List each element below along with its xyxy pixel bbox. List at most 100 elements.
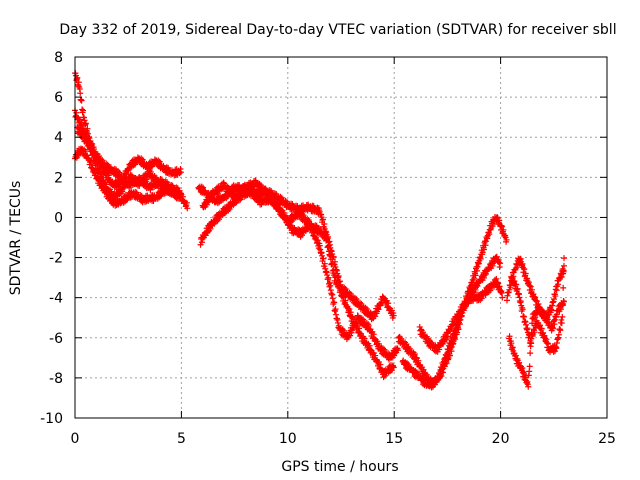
series-track-m (508, 255, 568, 356)
series-track-d (74, 124, 184, 198)
x-tick-label: 0 (71, 431, 80, 447)
data-point (331, 299, 338, 306)
data-point (173, 195, 180, 202)
data-point (337, 285, 344, 292)
data-point (184, 205, 191, 212)
x-tick-label: 15 (385, 431, 403, 447)
data-point (545, 340, 552, 347)
y-tick-label: -10 (40, 411, 63, 427)
plot-frame (74, 56, 608, 419)
data-point (394, 347, 401, 354)
data-point (232, 200, 239, 207)
data-point (173, 184, 180, 191)
data-point (209, 194, 216, 201)
data-point (521, 370, 528, 377)
data-point (252, 190, 259, 197)
y-tick-label: 8 (54, 50, 63, 66)
data-point (560, 262, 567, 269)
data-point (550, 325, 557, 332)
series-track-l (506, 298, 567, 390)
data-point (177, 190, 184, 197)
data-point (534, 298, 541, 305)
data-point (77, 116, 84, 123)
data-point (558, 273, 565, 280)
data-point (92, 170, 99, 177)
data-point (495, 280, 502, 287)
data-point (358, 315, 365, 322)
data-point (513, 281, 520, 288)
data-point (521, 313, 528, 320)
data-point (522, 270, 529, 277)
data-point (506, 333, 513, 340)
x-axis-label: GPS time / hours (281, 459, 398, 475)
data-point (514, 285, 521, 292)
data-point (552, 293, 559, 300)
data-point (319, 216, 326, 223)
data-point (472, 272, 479, 279)
y-tick-label: -4 (49, 291, 63, 307)
data-point (330, 266, 337, 273)
data-point (503, 236, 510, 243)
x-tick-label: 20 (492, 431, 510, 447)
series-track-e (195, 181, 397, 323)
data-point (132, 188, 139, 195)
data-point (514, 263, 521, 270)
axis-ticks: 0 5 10 15 20 25 -10 -8 -6 -4 -2 0 2 4 6 8 (40, 50, 616, 447)
data-point (346, 305, 353, 312)
data-point (256, 180, 263, 187)
chart-title: Day 332 of 2019, Sidereal Day-to-day VTE… (59, 22, 616, 38)
data-point (157, 175, 164, 182)
data-point (379, 300, 386, 307)
data-point (325, 274, 332, 281)
data-point (78, 119, 85, 126)
data-point (329, 260, 336, 267)
data-point (87, 157, 94, 164)
data-point (438, 365, 445, 372)
data-point (555, 331, 562, 338)
data-point (98, 171, 105, 178)
data-point (332, 306, 339, 313)
data-point (380, 345, 387, 352)
data-point (559, 302, 566, 309)
data-point (177, 169, 184, 176)
data-point (319, 252, 326, 259)
y-tick-label: 4 (54, 130, 63, 146)
data-point (553, 345, 560, 352)
data-point (526, 363, 533, 370)
data-point (332, 274, 339, 281)
data-point (351, 294, 358, 301)
series-track-h (395, 214, 510, 390)
data-point (498, 223, 505, 230)
data-point (390, 312, 397, 319)
data-point (320, 255, 327, 262)
x-tick-label: 25 (598, 431, 616, 447)
data-point (341, 294, 348, 301)
data-point (136, 174, 143, 181)
series-track-g (199, 177, 401, 363)
y-tick-label: 0 (54, 210, 63, 226)
data-point (314, 237, 321, 244)
data-point (327, 256, 334, 263)
data-point (531, 329, 538, 336)
data-point (521, 266, 528, 273)
data-point (499, 294, 506, 301)
data-point (519, 306, 526, 313)
data-points (72, 70, 568, 391)
data-point (497, 260, 504, 267)
data-point (325, 243, 332, 250)
data-point (538, 307, 545, 314)
data-point (525, 383, 532, 390)
y-tick-label: -8 (49, 371, 63, 387)
y-axis-label: SDTVAR / TECUs (8, 181, 24, 296)
data-point (362, 304, 369, 311)
y-tick-label: -6 (49, 331, 63, 347)
data-point (507, 284, 514, 291)
data-point (380, 374, 387, 381)
data-point (560, 284, 567, 291)
data-point (437, 372, 444, 379)
data-point (329, 295, 336, 302)
series-track-a (72, 70, 184, 191)
data-point (561, 255, 568, 262)
data-point (168, 181, 175, 188)
